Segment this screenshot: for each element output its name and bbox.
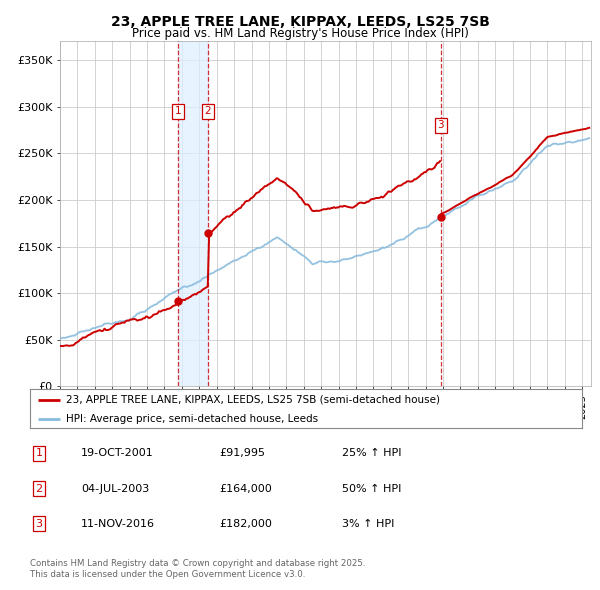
Text: 1: 1 — [175, 106, 182, 116]
Text: 11-NOV-2016: 11-NOV-2016 — [81, 519, 155, 529]
Text: 23, APPLE TREE LANE, KIPPAX, LEEDS, LS25 7SB: 23, APPLE TREE LANE, KIPPAX, LEEDS, LS25… — [110, 15, 490, 29]
Text: 23, APPLE TREE LANE, KIPPAX, LEEDS, LS25 7SB (semi-detached house): 23, APPLE TREE LANE, KIPPAX, LEEDS, LS25… — [66, 395, 440, 405]
Text: Contains HM Land Registry data © Crown copyright and database right 2025.
This d: Contains HM Land Registry data © Crown c… — [30, 559, 365, 579]
Text: 25% ↑ HPI: 25% ↑ HPI — [342, 448, 401, 458]
Bar — [178, 41, 208, 386]
Text: 50% ↑ HPI: 50% ↑ HPI — [342, 484, 401, 493]
Text: Price paid vs. HM Land Registry's House Price Index (HPI): Price paid vs. HM Land Registry's House … — [131, 27, 469, 40]
Text: 2: 2 — [205, 106, 211, 116]
Text: £91,995: £91,995 — [219, 448, 265, 458]
Text: 3: 3 — [437, 120, 444, 130]
Text: £164,000: £164,000 — [219, 484, 272, 493]
Text: 04-JUL-2003: 04-JUL-2003 — [81, 484, 149, 493]
Text: 2: 2 — [35, 484, 43, 493]
Text: 19-OCT-2001: 19-OCT-2001 — [81, 448, 154, 458]
Text: 3: 3 — [35, 519, 43, 529]
Text: 3% ↑ HPI: 3% ↑ HPI — [342, 519, 394, 529]
Text: HPI: Average price, semi-detached house, Leeds: HPI: Average price, semi-detached house,… — [66, 414, 318, 424]
Text: 1: 1 — [35, 448, 43, 458]
Text: £182,000: £182,000 — [219, 519, 272, 529]
